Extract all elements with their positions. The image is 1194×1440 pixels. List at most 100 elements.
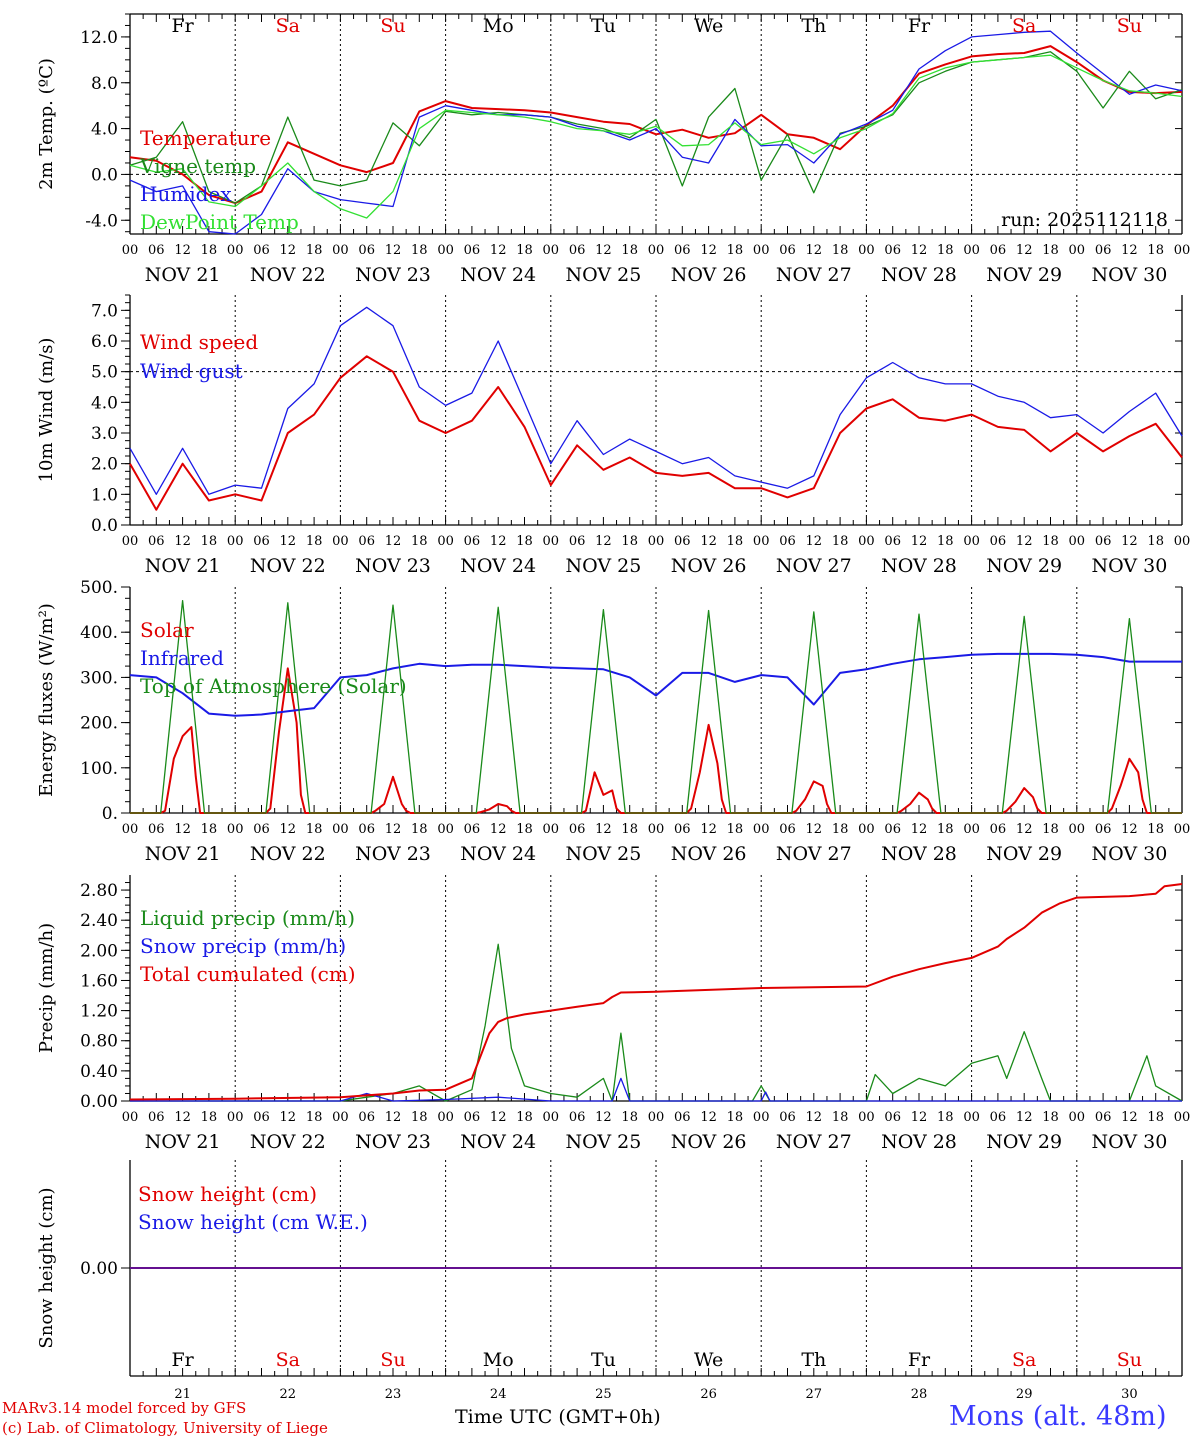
hour-label: 06 xyxy=(253,243,270,258)
hour-label: 00 xyxy=(332,534,349,549)
day-number-label: 27 xyxy=(806,1387,823,1402)
hour-label: 12 xyxy=(1121,1110,1138,1125)
date-label: NOV 30 xyxy=(1091,1131,1167,1153)
date-label: NOV 22 xyxy=(250,555,326,577)
y-tick-label: 0.80 xyxy=(80,1032,118,1052)
hour-label: 06 xyxy=(779,1110,796,1125)
hour-label: 18 xyxy=(306,1110,323,1125)
date-label: NOV 29 xyxy=(986,1131,1062,1153)
y-tick-label: 7.0 xyxy=(91,301,118,321)
day-number-label: 24 xyxy=(490,1387,507,1402)
y-tick-label: 1.20 xyxy=(80,1002,118,1022)
hour-label: 06 xyxy=(1095,822,1112,837)
series-line-wind-gust xyxy=(129,306,1183,495)
hour-label: 18 xyxy=(727,243,744,258)
date-label: NOV 29 xyxy=(986,555,1062,577)
hour-label: 18 xyxy=(1147,243,1164,258)
day-number-label: 30 xyxy=(1121,1387,1138,1402)
hour-label: 12 xyxy=(1016,822,1033,837)
hour-label: 06 xyxy=(779,243,796,258)
y-tick-label: 0.40 xyxy=(80,1062,118,1082)
hour-label: 00 xyxy=(227,1110,244,1125)
hour-label: 12 xyxy=(1016,1110,1033,1125)
hour-label: 00 xyxy=(543,534,560,549)
hour-label: 00 xyxy=(437,243,454,258)
station-label: Mons (alt. 48m) xyxy=(949,1401,1167,1432)
hour-label: 12 xyxy=(490,822,507,837)
date-label: NOV 27 xyxy=(776,264,852,286)
hour-label: 06 xyxy=(148,822,165,837)
date-label: NOV 22 xyxy=(250,1131,326,1153)
panel-4: 0.00 0.40 0.80 1.20 1.60 2.00 2.40 2.80 Precip (… xyxy=(36,875,1190,1153)
hour-label: 18 xyxy=(621,534,638,549)
hour-label: 12 xyxy=(174,534,191,549)
hour-label: 12 xyxy=(174,243,191,258)
date-label: NOV 21 xyxy=(145,264,221,286)
hour-label: 00 xyxy=(1174,1110,1191,1125)
legend-entry: Snow precip (mm/h) xyxy=(140,934,346,958)
hour-label: 18 xyxy=(727,1110,744,1125)
y-tick-label: 2.80 xyxy=(80,881,118,901)
date-label: NOV 30 xyxy=(1091,264,1167,286)
hour-label: 12 xyxy=(595,534,612,549)
weekday-label: Sa xyxy=(276,15,300,37)
hour-label: 00 xyxy=(543,243,560,258)
hour-label: 18 xyxy=(516,534,533,549)
date-label: NOV 22 xyxy=(250,264,326,286)
hour-label: 18 xyxy=(1042,534,1059,549)
hour-label: 00 xyxy=(122,243,139,258)
hour-label: 00 xyxy=(437,1110,454,1125)
date-label: NOV 24 xyxy=(460,264,536,286)
date-label: NOV 21 xyxy=(145,555,221,577)
hour-label: 12 xyxy=(595,822,612,837)
hour-label: 18 xyxy=(1042,243,1059,258)
panel-3: 0. 100. 200. 300. 400. 500. Energy fluxes (W/m… xyxy=(36,578,1190,865)
hour-label: 12 xyxy=(700,1110,717,1125)
weekday-label: Su xyxy=(1117,15,1142,37)
hour-label: 18 xyxy=(1147,1110,1164,1125)
credit-line-2: (c) Lab. of Climatology, University of L… xyxy=(2,1419,328,1437)
hour-label: 12 xyxy=(806,534,823,549)
date-label: NOV 23 xyxy=(355,264,431,286)
y-tick-label: 0.00 xyxy=(80,1259,118,1279)
y-tick-label: 4.0 xyxy=(91,393,118,413)
weekday-label: Su xyxy=(380,15,405,37)
hour-label: 06 xyxy=(884,534,901,549)
y-tick-label: 2.00 xyxy=(80,941,118,961)
legend-entry: Wind gust xyxy=(140,359,243,383)
hour-label: 12 xyxy=(806,243,823,258)
hour-label: 18 xyxy=(832,1110,849,1125)
y-tick-label: 3.0 xyxy=(91,424,118,444)
y-axis-label: 2m Temp. (ºC) xyxy=(36,58,57,190)
series-line-humidex xyxy=(129,30,1183,235)
y-tick-label: 0.00 xyxy=(80,1092,118,1112)
date-label: NOV 27 xyxy=(776,843,852,865)
date-label: NOV 27 xyxy=(776,555,852,577)
hour-label: 00 xyxy=(858,1110,875,1125)
date-label: NOV 25 xyxy=(565,1131,641,1153)
hour-label: 18 xyxy=(201,822,218,837)
hour-label: 00 xyxy=(648,822,665,837)
hour-label: 18 xyxy=(201,534,218,549)
hour-label: 18 xyxy=(306,243,323,258)
hour-label: 06 xyxy=(253,1110,270,1125)
weekday-label: Fr xyxy=(908,15,931,37)
y-tick-label: 5.0 xyxy=(91,363,118,383)
hour-label: 06 xyxy=(464,1110,481,1125)
hour-label: 06 xyxy=(253,534,270,549)
date-label: NOV 28 xyxy=(881,555,957,577)
date-label: NOV 25 xyxy=(565,264,641,286)
hour-label: 12 xyxy=(1121,243,1138,258)
hour-label: 00 xyxy=(963,243,980,258)
hour-label: 00 xyxy=(963,822,980,837)
hour-label: 18 xyxy=(411,534,428,549)
hour-label: 00 xyxy=(227,243,244,258)
hour-label: 18 xyxy=(727,534,744,549)
hour-label: 06 xyxy=(674,822,691,837)
date-label: NOV 26 xyxy=(671,264,747,286)
hour-label: 00 xyxy=(963,534,980,549)
hour-label: 18 xyxy=(411,822,428,837)
y-tick-label: 1.0 xyxy=(91,485,118,505)
hour-label: 00 xyxy=(1069,822,1086,837)
